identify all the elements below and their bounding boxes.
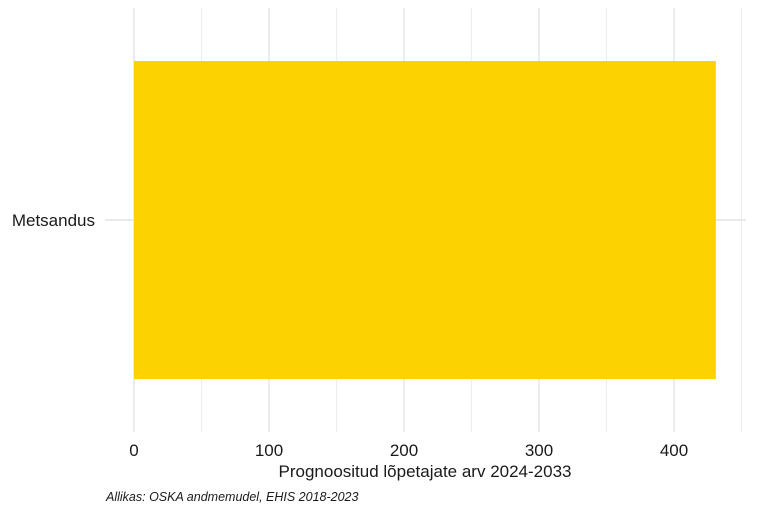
x-axis-title: Prognoositud lõpetajate arv 2024-2033 bbox=[279, 462, 572, 481]
x-tick-label: 0 bbox=[129, 441, 138, 460]
x-axis: 0 100 200 300 400 bbox=[129, 441, 688, 460]
x-tick-label: 100 bbox=[255, 441, 283, 460]
x-tick-label: 300 bbox=[525, 441, 553, 460]
source-caption: Allikas: OSKA andmemudel, EHIS 2018-2023 bbox=[105, 490, 358, 504]
x-tick-label: 400 bbox=[660, 441, 688, 460]
y-axis: Metsandus bbox=[12, 211, 95, 230]
bar-metsandus bbox=[134, 61, 716, 379]
y-tick-label: Metsandus bbox=[12, 211, 95, 230]
x-tick-label: 200 bbox=[390, 441, 418, 460]
bars bbox=[134, 61, 716, 379]
